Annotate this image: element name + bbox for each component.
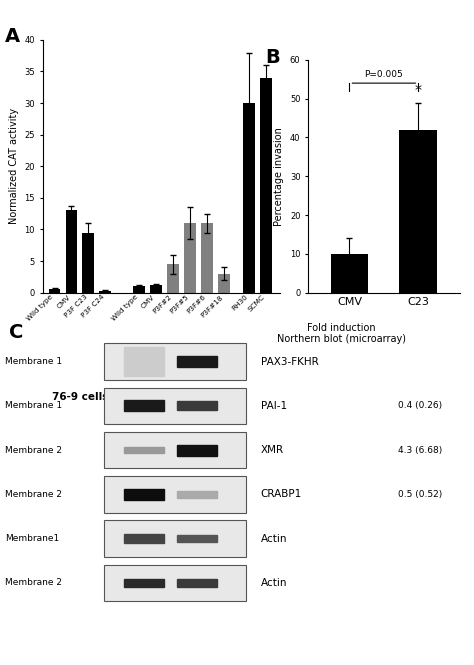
Text: A: A — [5, 27, 20, 47]
Bar — [167, 264, 179, 293]
Bar — [124, 489, 164, 500]
Text: PAI-1: PAI-1 — [261, 401, 287, 411]
Bar — [150, 285, 162, 293]
Bar — [104, 476, 246, 513]
Bar — [177, 402, 217, 410]
Bar — [124, 579, 164, 587]
Text: 76-9 cells: 76-9 cells — [52, 392, 108, 402]
Bar — [124, 347, 164, 376]
Text: Membrane 2: Membrane 2 — [5, 446, 62, 455]
Bar — [400, 130, 438, 293]
Text: Fold induction
Northern blot (microarray): Fold induction Northern blot (microarray… — [277, 323, 406, 344]
Bar — [104, 432, 246, 468]
Bar — [104, 521, 246, 557]
Text: Membrane 1: Membrane 1 — [5, 401, 62, 410]
Bar — [177, 356, 217, 367]
Text: Membrane 2: Membrane 2 — [5, 490, 62, 499]
Bar — [100, 291, 111, 293]
Text: Actin: Actin — [261, 533, 287, 543]
Y-axis label: Percentage invasion: Percentage invasion — [274, 127, 284, 225]
Text: 0.4 (0.26): 0.4 (0.26) — [398, 401, 442, 410]
Bar — [124, 534, 164, 543]
Bar — [65, 210, 77, 293]
Text: Membrane 2: Membrane 2 — [5, 579, 62, 587]
Bar — [124, 447, 164, 454]
Text: B: B — [265, 48, 281, 67]
Text: 0.5 (0.52): 0.5 (0.52) — [398, 490, 442, 499]
Text: P=0.005: P=0.005 — [365, 70, 403, 79]
Bar — [177, 445, 217, 456]
Bar — [133, 286, 145, 293]
Text: Actin: Actin — [261, 578, 287, 588]
Bar — [104, 343, 246, 380]
Text: *: * — [415, 82, 422, 96]
Bar — [218, 274, 230, 293]
Y-axis label: Normalized CAT activity: Normalized CAT activity — [9, 108, 19, 224]
Bar — [243, 103, 255, 293]
Bar — [177, 491, 217, 497]
Text: XMR: XMR — [261, 445, 284, 455]
Text: RD cells: RD cells — [158, 392, 205, 402]
Bar — [104, 565, 246, 601]
Bar — [82, 233, 94, 293]
Bar — [177, 579, 217, 587]
Bar — [201, 223, 213, 293]
Bar — [177, 535, 217, 543]
Text: PAX3-FKHR: PAX3-FKHR — [261, 356, 319, 366]
Bar — [260, 78, 272, 293]
Bar — [124, 400, 164, 411]
Text: 4.3 (6.68): 4.3 (6.68) — [398, 446, 442, 455]
Bar — [48, 289, 60, 293]
Text: Membrane1: Membrane1 — [5, 534, 59, 543]
Bar — [330, 254, 368, 293]
Text: CRABP1: CRABP1 — [261, 489, 302, 499]
Text: C: C — [9, 323, 24, 342]
Bar — [184, 223, 196, 293]
Text: Membrane 1: Membrane 1 — [5, 357, 62, 366]
Bar — [104, 388, 246, 424]
